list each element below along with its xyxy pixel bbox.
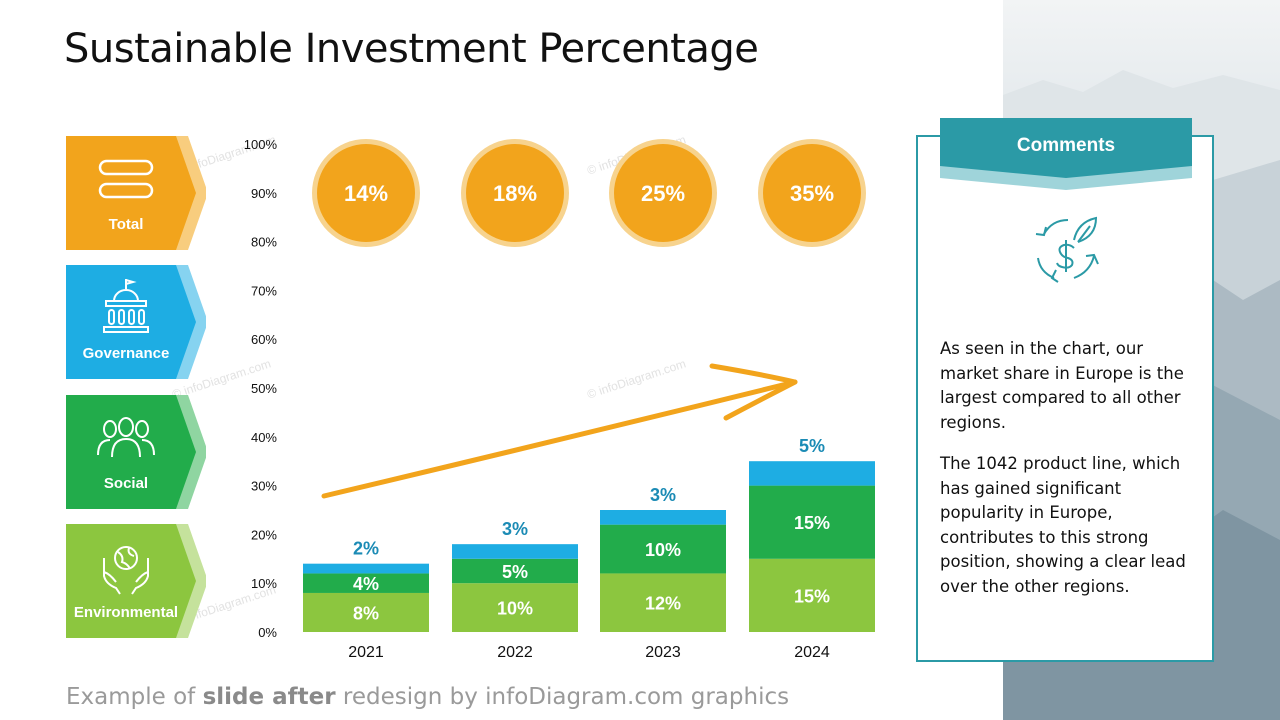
total-circle	[466, 144, 564, 242]
trend-arrow-line	[321, 379, 798, 499]
category-card-total: Total	[66, 136, 206, 250]
bar-segment-social	[600, 524, 726, 574]
y-tick-label: 80%	[251, 235, 277, 250]
bar-segment-governance	[600, 510, 726, 525]
total-circle	[614, 144, 712, 242]
x-tick-label: 2023	[645, 644, 681, 661]
bar-data-label: 15%	[794, 586, 830, 606]
footer-prefix: Example of	[66, 684, 203, 710]
y-tick-label: 0%	[258, 625, 277, 640]
bar-data-label: 10%	[497, 599, 533, 619]
total-value-label: 35%	[790, 181, 834, 206]
total-value-label: 14%	[344, 181, 388, 206]
bar-data-label: 3%	[650, 485, 676, 505]
category-card-social: Social	[66, 395, 206, 509]
bar-data-label: 3%	[502, 519, 528, 539]
category-card-governance: Governance	[66, 265, 206, 379]
bar-segment-social	[303, 573, 429, 593]
bar-data-label: 5%	[502, 562, 528, 582]
bar-segment-social	[452, 558, 578, 584]
comments-title: Comments	[1016, 135, 1116, 156]
total-circle	[763, 144, 861, 242]
y-tick-label: 10%	[251, 576, 277, 591]
total-circle	[317, 144, 415, 242]
bar-segment-governance	[749, 461, 875, 486]
bar-segment-environmental	[749, 558, 875, 632]
x-tick-label: 2024	[794, 644, 830, 661]
bar-data-label: 4%	[353, 574, 379, 594]
bar-segment-governance	[303, 563, 429, 574]
y-tick-label: 20%	[251, 527, 277, 542]
bar-data-label: 10%	[645, 540, 681, 560]
footer-suffix: redesign by infoDiagram.com graphics	[335, 684, 790, 710]
bar-data-label: 12%	[645, 594, 681, 614]
footer-caption: Example of slide after redesign by infoD…	[66, 684, 789, 710]
comments-paragraph-2: The 1042 product line, which has gained …	[940, 454, 1186, 596]
bar-segment-environmental	[303, 592, 429, 632]
x-tick-label: 2021	[348, 644, 384, 661]
bar-data-label: 15%	[794, 513, 830, 533]
footer-bold: slide after	[202, 684, 336, 710]
equals-bars-icon	[98, 159, 154, 199]
bar-data-label: 5%	[799, 436, 825, 456]
y-tick-label: 60%	[251, 332, 277, 347]
comments-paragraph-1: As seen in the chart, our market share i…	[940, 339, 1184, 432]
slide-title: Sustainable Investment Percentage	[64, 26, 759, 72]
y-tick-label: 70%	[251, 283, 277, 298]
dollar-leaf-cycle-icon	[1035, 216, 1099, 283]
category-label: Social	[103, 475, 149, 492]
globe-hands-icon	[103, 546, 149, 595]
category-card-environmental: Environmental	[66, 524, 206, 638]
bar-segment-governance	[452, 544, 578, 559]
bar-segment-environmental	[600, 573, 726, 632]
bar-data-label: 8%	[353, 603, 379, 623]
y-tick-label: 30%	[251, 479, 277, 494]
stacked-bar-chart: 0% 10% 20% 30% 40% 50% 60% 70% 80% 90% 100% 8% 4% 2% 2…	[244, 137, 875, 661]
y-tick-label: 40%	[251, 430, 277, 445]
y-tick-label: 100%	[244, 137, 278, 152]
people-group-icon	[97, 417, 155, 458]
total-value-label: 25%	[641, 181, 685, 206]
total-value-label: 18%	[493, 181, 537, 206]
government-building-icon	[103, 279, 149, 333]
comments-panel	[916, 135, 1214, 662]
bar-segment-environmental	[452, 583, 578, 632]
bar-segment-social	[749, 485, 875, 559]
trend-arrow-head	[709, 363, 798, 421]
category-label: Total	[108, 216, 144, 233]
category-label: Environmental	[73, 604, 179, 621]
comments-header-banner	[940, 118, 1192, 190]
y-tick-label: 90%	[251, 186, 277, 201]
bar-data-label: 2%	[353, 539, 379, 559]
x-tick-label: 2022	[497, 644, 533, 661]
category-label: Governance	[82, 345, 170, 362]
y-tick-label: 50%	[251, 381, 277, 396]
